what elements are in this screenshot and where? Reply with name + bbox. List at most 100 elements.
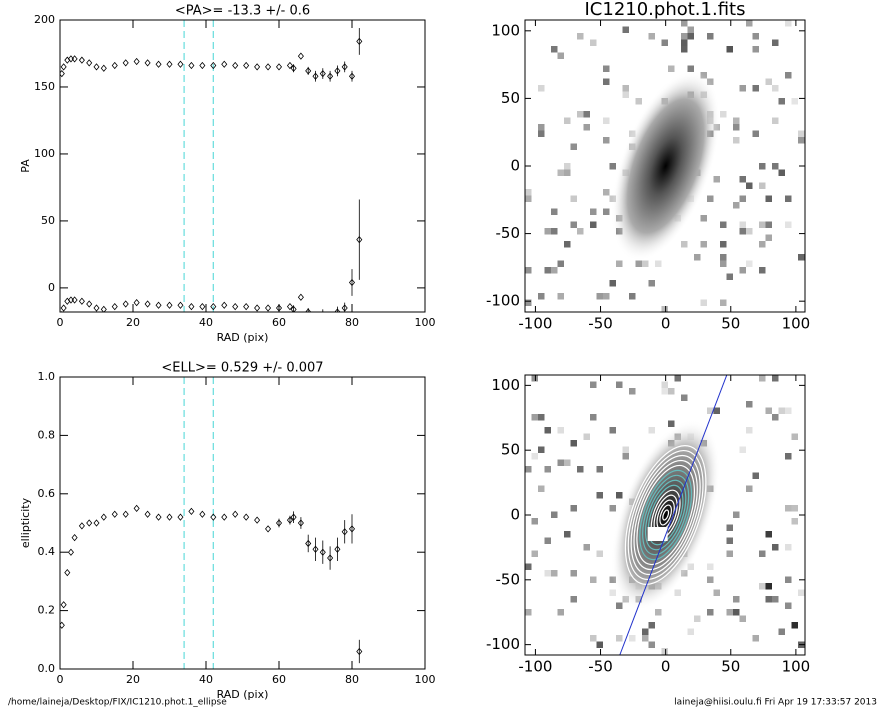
data-point xyxy=(341,304,348,312)
noise-pixel xyxy=(551,46,558,53)
data-point xyxy=(93,63,100,71)
x-tick-label: 50 xyxy=(721,658,740,676)
noise-pixel xyxy=(772,39,779,46)
noise-pixel xyxy=(791,505,798,512)
noise-pixel xyxy=(570,195,577,202)
noise-pixel xyxy=(765,531,772,538)
noise-pixel xyxy=(739,615,746,622)
data-point xyxy=(334,545,341,553)
chart-title: <ELL>= 0.529 +/- 0.007 xyxy=(161,361,323,376)
data-point xyxy=(177,301,184,309)
data-point xyxy=(297,519,304,527)
y-tick-label: 0.6 xyxy=(38,487,56,500)
noise-pixel xyxy=(733,511,740,518)
y-tick-label: 0.0 xyxy=(38,662,56,675)
noise-pixel xyxy=(759,550,766,557)
noise-pixel xyxy=(707,195,714,202)
data-point xyxy=(166,60,173,68)
y-tick-label: -100 xyxy=(486,292,520,310)
noise-pixel xyxy=(557,293,564,300)
noise-pixel xyxy=(596,641,603,648)
noise-pixel xyxy=(681,39,688,46)
noise-pixel xyxy=(720,241,727,248)
data-point xyxy=(122,510,129,518)
noise-pixel xyxy=(752,472,759,479)
data-point xyxy=(319,69,326,78)
data-point xyxy=(78,297,85,305)
data-point xyxy=(290,64,297,72)
data-point xyxy=(328,314,333,320)
x-tick-label: -50 xyxy=(588,315,613,333)
data-point xyxy=(60,601,67,609)
noise-pixel xyxy=(564,117,571,124)
noise-pixel xyxy=(525,267,532,274)
data-point xyxy=(275,63,283,71)
y-tick-label: 0 xyxy=(510,506,520,524)
noise-pixel xyxy=(733,596,740,603)
y-tick-label: 100 xyxy=(491,376,520,394)
data-point xyxy=(111,61,118,70)
data-point xyxy=(356,647,363,656)
noise-pixel xyxy=(661,306,668,312)
data-point xyxy=(64,569,71,577)
isophote xyxy=(642,474,690,556)
noise-pixel xyxy=(570,570,577,577)
noise-pixel xyxy=(778,628,785,635)
noise-pixel xyxy=(538,446,545,453)
x-tick-label: -50 xyxy=(588,658,613,676)
y-tick-label: 0 xyxy=(510,157,520,175)
data-point xyxy=(133,57,140,66)
noise-pixel xyxy=(629,293,636,300)
noise-pixel xyxy=(603,293,610,300)
data-point xyxy=(144,300,151,308)
noise-pixel xyxy=(557,609,564,616)
major-axis xyxy=(619,375,728,655)
noise-pixel xyxy=(746,228,753,235)
y-tick-label: 100 xyxy=(34,147,55,160)
x-tick-label: 80 xyxy=(345,673,359,686)
noise-pixel xyxy=(557,52,564,59)
noise-pixel xyxy=(531,375,538,382)
y-tick-label: 0.8 xyxy=(38,428,56,441)
noise-pixel xyxy=(772,375,779,382)
noise-pixel xyxy=(765,583,772,590)
noise-pixel xyxy=(525,299,532,306)
data-point xyxy=(348,278,356,287)
noise-pixel xyxy=(596,550,603,557)
data-point xyxy=(188,507,195,515)
noise-pixel xyxy=(583,544,590,551)
noise-pixel xyxy=(622,85,629,92)
noise-pixel xyxy=(772,596,779,603)
noise-pixel xyxy=(551,511,558,518)
noise-pixel xyxy=(538,293,545,300)
noise-pixel xyxy=(733,137,740,144)
noise-pixel xyxy=(590,39,597,46)
noise-pixel xyxy=(694,615,701,622)
x-tick-label: 0 xyxy=(57,673,64,686)
noise-pixel xyxy=(557,260,564,267)
noise-pixel xyxy=(772,414,779,421)
y-tick-label: -50 xyxy=(496,224,521,242)
data-point xyxy=(86,59,93,67)
data-point xyxy=(286,516,293,524)
y-tick-label: 50 xyxy=(501,441,520,459)
data-point xyxy=(297,293,304,301)
noise-pixel xyxy=(544,267,551,274)
noise-pixel xyxy=(564,241,571,248)
noise-pixel xyxy=(583,433,590,440)
axes-frame xyxy=(59,376,426,670)
noise-pixel xyxy=(525,563,532,570)
data-point xyxy=(275,519,283,527)
noise-pixel xyxy=(603,137,610,144)
data-point xyxy=(348,72,356,80)
noise-pixel xyxy=(622,91,629,98)
noise-pixel xyxy=(544,427,551,434)
noise-pixel xyxy=(596,492,603,499)
data-point xyxy=(232,303,239,311)
noise-pixel xyxy=(603,65,610,72)
x-tick-label: 50 xyxy=(721,315,740,333)
noise-pixel xyxy=(726,550,733,557)
galaxy xyxy=(611,70,721,262)
data-point xyxy=(188,303,195,311)
